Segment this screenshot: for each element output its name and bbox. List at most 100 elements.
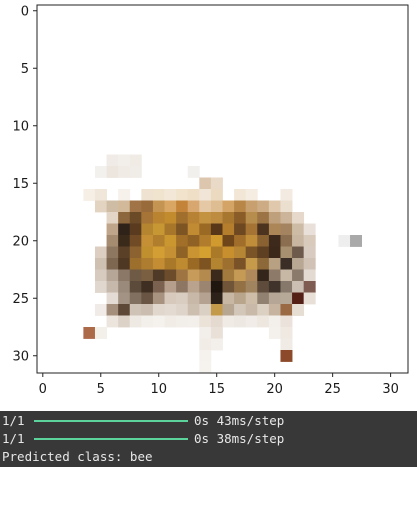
image-pixel (118, 235, 131, 247)
image-pixel (222, 304, 235, 316)
image-pixel (268, 281, 281, 293)
image-pixel (292, 246, 305, 259)
image-pixel (350, 235, 363, 247)
image-pixel (280, 212, 293, 224)
image-pixel (222, 315, 235, 328)
image-pixel (164, 235, 177, 247)
image-pixel (245, 304, 258, 316)
image-pixel (176, 292, 189, 305)
image-pixel (222, 246, 235, 259)
image-pixel (292, 281, 305, 293)
image-pixel (118, 304, 131, 316)
image-pixel (176, 315, 189, 328)
image-pixel (257, 292, 270, 305)
image-pixel (268, 292, 281, 305)
image-pixel (257, 223, 270, 236)
image-pixel (152, 235, 165, 247)
image-pixel (141, 304, 154, 316)
image-pixel (210, 246, 223, 259)
image-pixel (234, 200, 247, 213)
image-pixel (257, 246, 270, 259)
image-pixel (141, 315, 154, 328)
progress-bar (34, 438, 188, 440)
image-pixel (129, 315, 142, 328)
image-pixel (303, 235, 316, 247)
image-pixel (210, 292, 223, 305)
image-pixel (141, 292, 154, 305)
image-pixel (106, 281, 119, 293)
image-pixel (164, 223, 177, 236)
image-pixel (234, 315, 247, 328)
image-pixel (152, 212, 165, 224)
image-pixel (118, 246, 131, 259)
image-pixel (187, 246, 200, 259)
image-pixel (152, 315, 165, 328)
image-pixel (118, 200, 131, 213)
image-pixel (199, 223, 212, 236)
image-pixel (245, 223, 258, 236)
x-tick-label: 10 (150, 382, 167, 397)
image-pixel (222, 200, 235, 213)
image-pixel (176, 200, 189, 213)
image-pixel (234, 189, 247, 201)
x-axis: 0 5 10 15 20 25 30 (39, 373, 399, 397)
image-pixel (210, 281, 223, 293)
image-pixel (118, 315, 131, 328)
image-pixel (152, 246, 165, 259)
image-pixel (164, 281, 177, 293)
image-pixel (176, 304, 189, 316)
image-pixel (83, 327, 96, 339)
y-tick-label: 20 (12, 234, 29, 249)
image-pixel (210, 327, 223, 339)
image-pixel (292, 292, 305, 305)
image-pixel (280, 338, 293, 351)
image-pixel (187, 189, 200, 201)
image-pixel (280, 189, 293, 201)
image-pixel (280, 258, 293, 270)
image-pixel (199, 189, 212, 201)
image-pixel (234, 292, 247, 305)
image-pixel (164, 315, 177, 328)
image-pixel (152, 269, 165, 282)
image-pixel (176, 258, 189, 270)
x-tick-label: 15 (208, 382, 225, 397)
image-pixel (234, 235, 247, 247)
image-pixel (303, 246, 316, 259)
image-pixel (222, 212, 235, 224)
image-pixel (141, 223, 154, 236)
image-pixel (280, 269, 293, 282)
image-pixel (234, 223, 247, 236)
image-pixel (268, 315, 281, 328)
image-pixel (176, 281, 189, 293)
image-pixel (234, 246, 247, 259)
image-pixel (210, 315, 223, 328)
image-pixel (268, 223, 281, 236)
image-pixel (222, 292, 235, 305)
image-pixel (164, 269, 177, 282)
image-pixel (152, 189, 165, 201)
image-pixel (303, 269, 316, 282)
image-pixel (199, 177, 212, 190)
image-pixel (245, 269, 258, 282)
image-pixel (292, 223, 305, 236)
image-pixel (199, 200, 212, 213)
image-pixel (245, 212, 258, 224)
image-pixel (176, 235, 189, 247)
image-pixel (280, 304, 293, 316)
image-pixel (210, 258, 223, 270)
image-pixel (129, 154, 142, 167)
image-pixel (118, 292, 131, 305)
image-pixel (118, 166, 131, 178)
image-pixel (245, 246, 258, 259)
image-pixel (199, 338, 212, 351)
image-pixel (129, 269, 142, 282)
image-pixel (199, 361, 212, 374)
image-pixel (152, 292, 165, 305)
image-pixel (280, 235, 293, 247)
image-pixel (292, 269, 305, 282)
image-pixel (118, 281, 131, 293)
image-pixel (245, 258, 258, 270)
image-pixel (106, 223, 119, 236)
x-tick-label: 20 (266, 382, 283, 397)
step-timing: 0s 38ms/step (194, 431, 285, 446)
